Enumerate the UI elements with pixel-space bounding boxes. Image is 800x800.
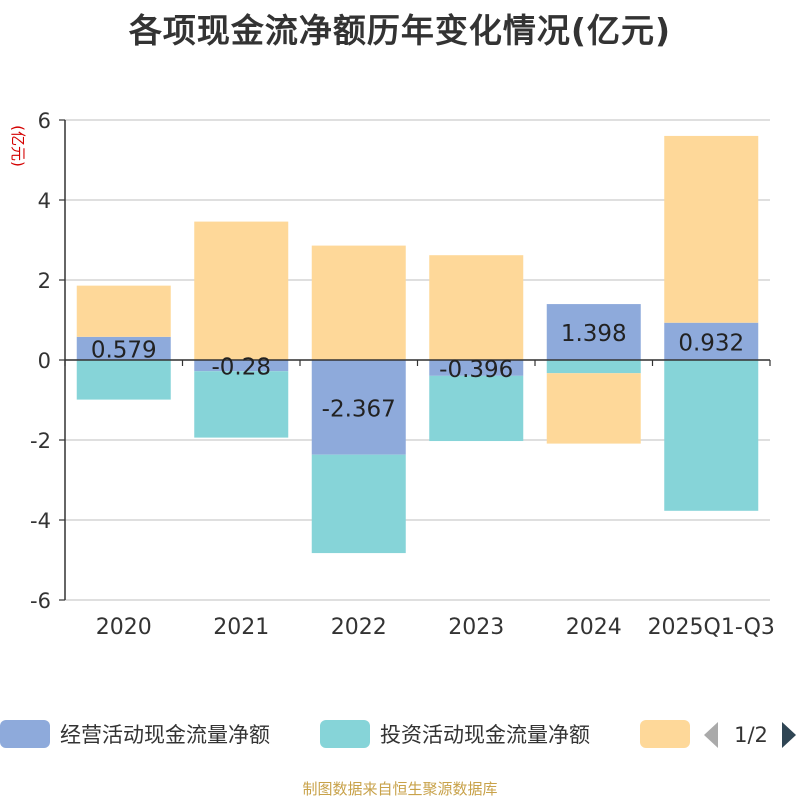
bar-series3-2025Q1-Q3[interactable] xyxy=(664,135,759,323)
y-tick-label: -4 xyxy=(30,509,51,533)
bar-series3-2024[interactable] xyxy=(546,373,641,444)
legend-label-series2[interactable]: 投资活动现金流量净额 xyxy=(380,723,590,747)
x-tick-label: 2020 xyxy=(96,615,152,640)
bar-series1-2021[interactable] xyxy=(194,360,289,372)
x-tick-label: 2025Q1-Q3 xyxy=(648,615,775,640)
data-label: 1.398 xyxy=(561,321,627,347)
bar-series1-2020[interactable] xyxy=(76,336,171,360)
bar-series3-2021[interactable] xyxy=(194,221,289,360)
legend-swatch-series3[interactable] xyxy=(640,720,690,748)
legend-swatch-series1[interactable] xyxy=(0,720,50,748)
bar-series3-2023[interactable] xyxy=(429,255,524,360)
x-tick-label: 2024 xyxy=(566,615,622,640)
y-tick-label: 6 xyxy=(38,109,51,133)
legend-next-arrow-icon[interactable]: next legend page xyxy=(782,722,796,748)
bar-series1-2024[interactable] xyxy=(546,304,641,360)
data-label: -2.367 xyxy=(322,396,396,422)
data-label: -0.28 xyxy=(211,355,271,381)
data-label: 0.932 xyxy=(678,330,744,356)
source-note: 制图数据来自恒生聚源数据库 xyxy=(302,780,498,798)
bar-series3-2020[interactable] xyxy=(76,285,171,337)
y-tick-label: 4 xyxy=(38,189,51,213)
legend-prev-arrow-icon[interactable]: previous legend page xyxy=(704,722,718,748)
y-tick-label: 2 xyxy=(38,269,51,293)
legend: 经营活动现金流量净额 投资活动现金流量净额 previous legend page… xyxy=(0,720,796,748)
chart-title: 各项现金流净额历年变化情况(亿元) xyxy=(128,11,672,50)
x-tick-label: 2023 xyxy=(448,615,504,640)
data-labels: 0.579 -0.28 -2.367 -0.396 1.398 0.932 xyxy=(91,321,744,422)
bar-series2-2023[interactable] xyxy=(429,375,524,442)
data-label: 0.579 xyxy=(91,337,157,363)
legend-swatch-series2[interactable] xyxy=(320,720,370,748)
bar-series2-2024[interactable] xyxy=(546,360,641,374)
bar-series1-2022[interactable] xyxy=(311,360,406,455)
legend-page-indicator: 1/2 xyxy=(734,723,768,747)
bar-series2-2020[interactable] xyxy=(76,360,171,400)
y-axis-label: (亿元) xyxy=(9,125,27,167)
x-tick-label: 2022 xyxy=(331,615,387,640)
bar-series1-2023[interactable] xyxy=(429,360,524,376)
bar-series2-2025Q1-Q3[interactable] xyxy=(664,360,759,511)
bar-series1-2025Q1-Q3[interactable] xyxy=(664,322,759,360)
y-tick-label: -2 xyxy=(30,429,51,453)
bar-series2-2021[interactable] xyxy=(194,371,289,438)
y-tick-label: -6 xyxy=(30,589,51,613)
x-tick-label: 2021 xyxy=(213,615,269,640)
data-label: -0.396 xyxy=(439,357,513,383)
legend-label-series1[interactable]: 经营活动现金流量净额 xyxy=(60,723,270,747)
bars xyxy=(76,135,759,554)
bar-series3-2022[interactable] xyxy=(311,245,406,360)
axes: 6 4 2 0 -2 -4 -6 (亿元) 2020 2021 2022 2023 2024 2025Q1… xyxy=(9,109,775,640)
bar-series2-2022[interactable] xyxy=(311,454,406,554)
y-tick-label: 0 xyxy=(38,349,51,373)
